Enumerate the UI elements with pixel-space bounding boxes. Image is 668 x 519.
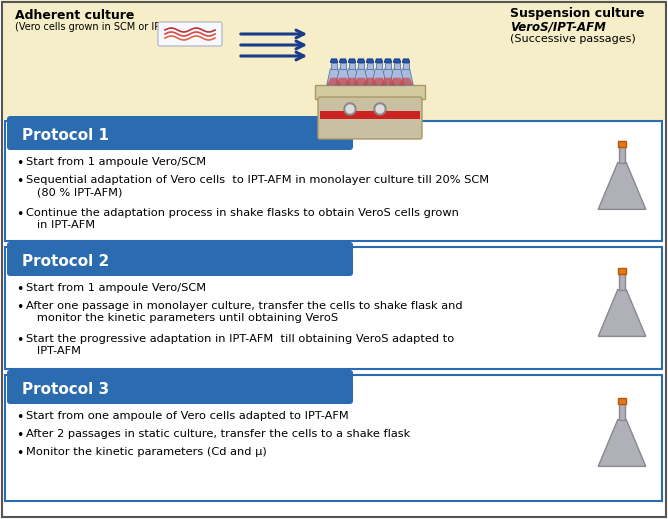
Polygon shape — [327, 69, 341, 85]
Text: •: • — [16, 175, 23, 188]
FancyBboxPatch shape — [7, 370, 353, 404]
Polygon shape — [331, 62, 337, 69]
Text: Start from 1 ampoule Vero/SCM: Start from 1 ampoule Vero/SCM — [26, 157, 206, 167]
Polygon shape — [385, 62, 391, 69]
Polygon shape — [366, 59, 373, 62]
Circle shape — [376, 105, 384, 113]
Text: •: • — [16, 411, 23, 424]
FancyBboxPatch shape — [5, 121, 662, 241]
Polygon shape — [599, 290, 646, 336]
Text: •: • — [16, 208, 23, 221]
FancyBboxPatch shape — [158, 22, 222, 46]
FancyBboxPatch shape — [2, 0, 666, 120]
Text: Sequential adaptation of Vero cells  to IPT-AFM in monolayer culture till 20% SC: Sequential adaptation of Vero cells to I… — [26, 175, 489, 197]
Polygon shape — [348, 59, 355, 62]
Polygon shape — [393, 59, 401, 62]
Polygon shape — [619, 275, 625, 290]
FancyBboxPatch shape — [315, 85, 425, 99]
Polygon shape — [358, 62, 363, 69]
Polygon shape — [399, 69, 413, 85]
Polygon shape — [340, 62, 346, 69]
Polygon shape — [354, 69, 368, 85]
Polygon shape — [357, 59, 365, 62]
FancyBboxPatch shape — [5, 247, 662, 369]
Polygon shape — [619, 404, 625, 420]
Polygon shape — [599, 162, 646, 209]
Polygon shape — [336, 78, 350, 85]
Polygon shape — [390, 78, 404, 85]
Circle shape — [374, 103, 386, 115]
Polygon shape — [345, 69, 359, 85]
Text: VeroS/IPT-AFM: VeroS/IPT-AFM — [510, 20, 606, 33]
Text: •: • — [16, 157, 23, 170]
Polygon shape — [372, 78, 386, 85]
Polygon shape — [618, 141, 627, 147]
Polygon shape — [381, 78, 395, 85]
Polygon shape — [372, 69, 386, 85]
Text: Start from one ampoule of Vero cells adapted to IPT-AFM: Start from one ampoule of Vero cells ada… — [26, 411, 349, 421]
Polygon shape — [349, 62, 355, 69]
FancyBboxPatch shape — [318, 97, 422, 139]
Text: Start from 1 ampoule Vero/SCM: Start from 1 ampoule Vero/SCM — [26, 283, 206, 293]
Polygon shape — [403, 62, 409, 69]
Text: Continue the adaptation process in shake flasks to obtain VeroS cells grown
   i: Continue the adaptation process in shake… — [26, 208, 459, 230]
Polygon shape — [376, 62, 381, 69]
Polygon shape — [599, 420, 646, 467]
Text: Adherent culture: Adherent culture — [15, 9, 134, 22]
Polygon shape — [339, 59, 347, 62]
Polygon shape — [618, 267, 627, 275]
Polygon shape — [390, 69, 404, 85]
Polygon shape — [327, 78, 341, 85]
FancyBboxPatch shape — [320, 111, 420, 119]
Text: Protocol 1: Protocol 1 — [22, 128, 109, 143]
Text: (Vero cells grown in SCM or IPT-AFM): (Vero cells grown in SCM or IPT-AFM) — [15, 22, 193, 32]
Text: •: • — [16, 447, 23, 460]
Text: Monitor the kinetic parameters (Cd and μ): Monitor the kinetic parameters (Cd and μ… — [26, 447, 267, 457]
Text: •: • — [16, 334, 23, 347]
Text: (Successive passages): (Successive passages) — [510, 34, 636, 44]
Polygon shape — [399, 78, 413, 85]
Circle shape — [344, 103, 356, 115]
Text: After one passage in monolayer culture, transfer the cells to shake flask and
  : After one passage in monolayer culture, … — [26, 301, 463, 323]
Polygon shape — [394, 62, 399, 69]
Circle shape — [346, 105, 354, 113]
Polygon shape — [363, 78, 377, 85]
Text: •: • — [16, 283, 23, 296]
Polygon shape — [381, 69, 395, 85]
Text: Protocol 2: Protocol 2 — [22, 253, 110, 268]
Polygon shape — [402, 59, 409, 62]
Polygon shape — [363, 69, 377, 85]
Polygon shape — [375, 59, 383, 62]
Polygon shape — [354, 78, 368, 85]
Polygon shape — [345, 78, 359, 85]
Polygon shape — [619, 147, 625, 162]
Polygon shape — [330, 59, 338, 62]
FancyBboxPatch shape — [5, 375, 662, 501]
Text: Protocol 3: Protocol 3 — [22, 381, 109, 397]
Text: Suspension culture: Suspension culture — [510, 7, 645, 20]
Text: •: • — [16, 301, 23, 314]
Text: Start the progressive adaptation in IPT-AFM  till obtaining VeroS adapted to
   : Start the progressive adaptation in IPT-… — [26, 334, 454, 357]
Polygon shape — [367, 62, 373, 69]
Polygon shape — [336, 69, 350, 85]
Text: After 2 passages in static culture, transfer the cells to a shake flask: After 2 passages in static culture, tran… — [26, 429, 410, 439]
FancyBboxPatch shape — [7, 116, 353, 150]
Text: •: • — [16, 429, 23, 442]
FancyBboxPatch shape — [7, 242, 353, 276]
Polygon shape — [384, 59, 391, 62]
Polygon shape — [618, 398, 627, 404]
